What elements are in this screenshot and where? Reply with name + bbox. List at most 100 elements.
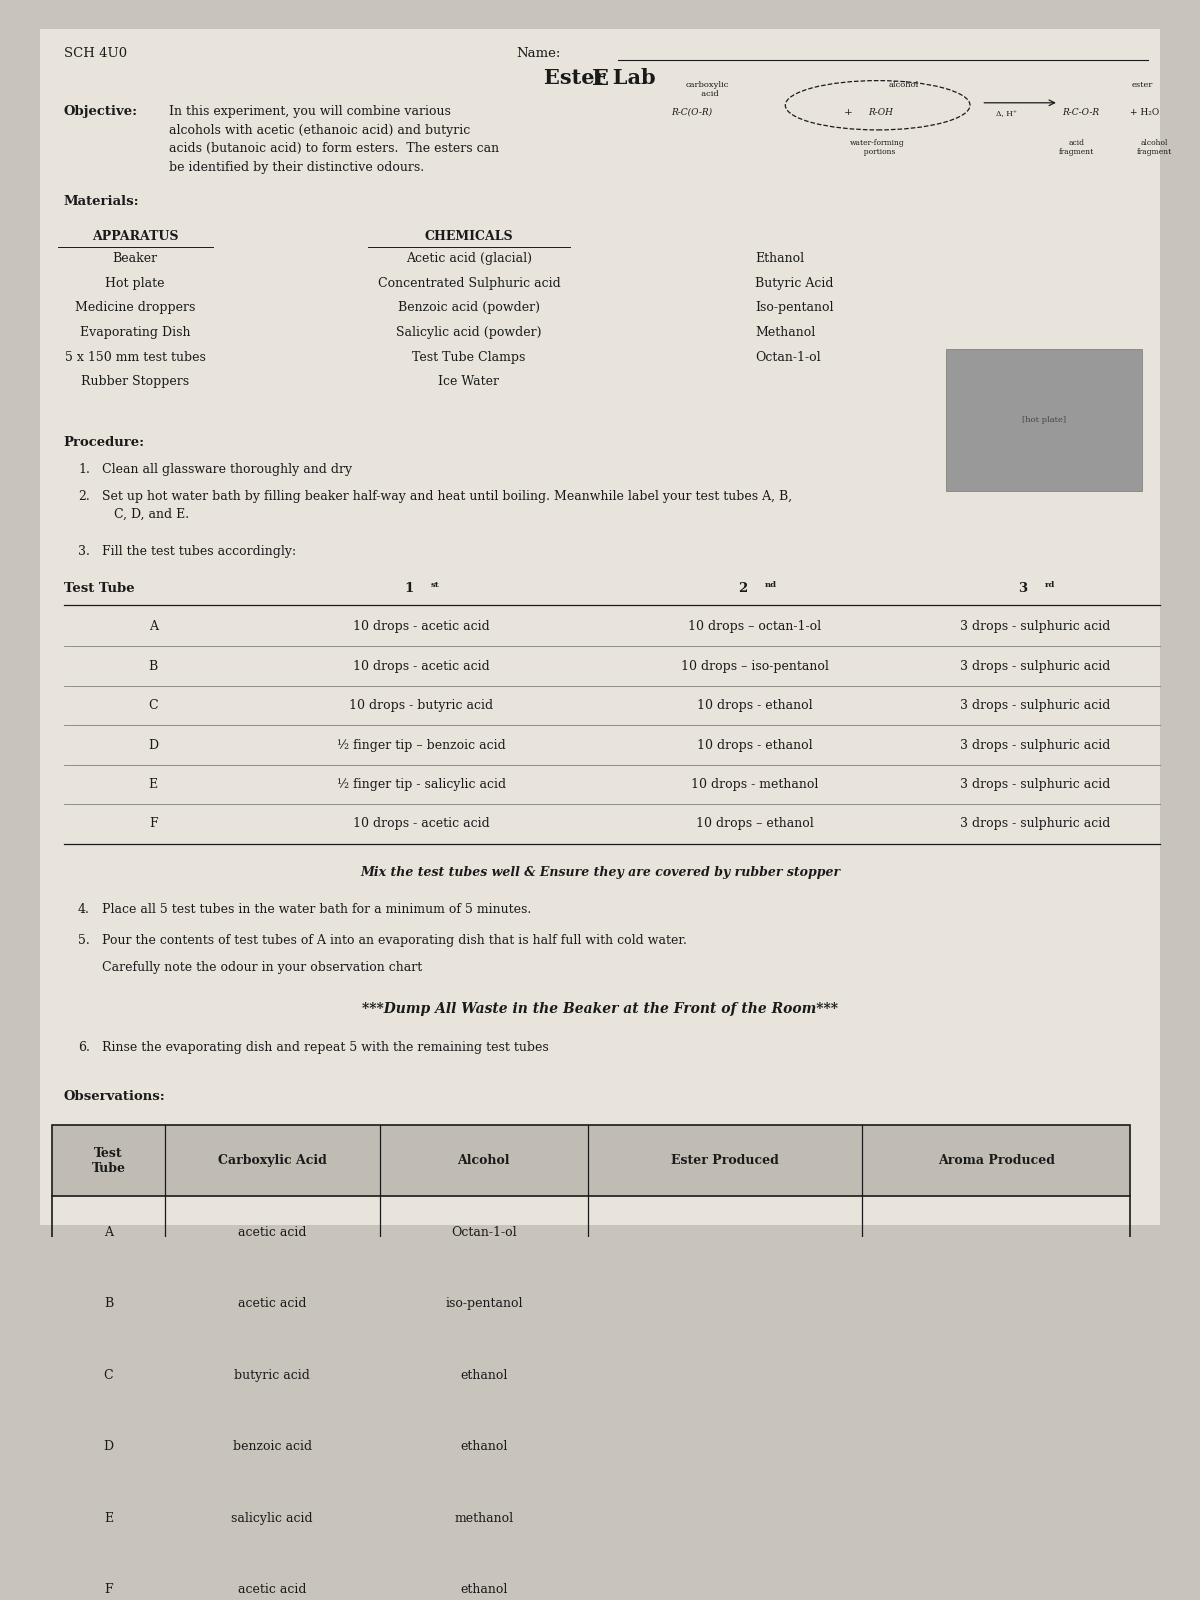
Text: Octan-1-ol: Octan-1-ol bbox=[451, 1226, 517, 1238]
Text: E: E bbox=[104, 1512, 113, 1525]
Text: Pour the contents of test tubes of A into an evaporating dish that is half full : Pour the contents of test tubes of A int… bbox=[102, 934, 686, 947]
Text: Carboxylic Acid: Carboxylic Acid bbox=[218, 1154, 326, 1166]
Text: Procedure:: Procedure: bbox=[64, 435, 145, 448]
Text: CHEMICALS: CHEMICALS bbox=[425, 230, 514, 243]
Text: Concentrated Sulphuric acid: Concentrated Sulphuric acid bbox=[378, 277, 560, 290]
Text: R-C(O-R): R-C(O-R) bbox=[672, 107, 713, 117]
Text: 10 drops - ethanol: 10 drops - ethanol bbox=[697, 699, 812, 712]
Text: Rubber Stoppers: Rubber Stoppers bbox=[82, 376, 190, 389]
Text: Ester Lab: Ester Lab bbox=[544, 69, 656, 88]
Text: Mix the test tubes well & Ensure they are covered by rubber stopper: Mix the test tubes well & Ensure they ar… bbox=[360, 866, 840, 878]
Text: + H₂O: + H₂O bbox=[1130, 107, 1159, 117]
Text: [hot plate]: [hot plate] bbox=[1022, 416, 1066, 424]
Text: 3 drops - sulphuric acid: 3 drops - sulphuric acid bbox=[960, 699, 1110, 712]
Text: 4.: 4. bbox=[78, 902, 90, 915]
Text: 10 drops - butyric acid: 10 drops - butyric acid bbox=[349, 699, 493, 712]
Text: C: C bbox=[149, 699, 158, 712]
Text: 10 drops - acetic acid: 10 drops - acetic acid bbox=[353, 659, 490, 672]
Text: acid
fragment: acid fragment bbox=[1060, 139, 1094, 155]
Text: salicylic acid: salicylic acid bbox=[232, 1512, 313, 1525]
Text: APPARATUS: APPARATUS bbox=[92, 230, 179, 243]
Text: Hot plate: Hot plate bbox=[106, 277, 164, 290]
Text: C: C bbox=[103, 1368, 113, 1381]
FancyBboxPatch shape bbox=[52, 1125, 1130, 1197]
Text: 10 drops – ethanol: 10 drops – ethanol bbox=[696, 818, 814, 830]
Text: 10 drops – octan-1-ol: 10 drops – octan-1-ol bbox=[689, 621, 822, 634]
Text: ½ finger tip - salicylic acid: ½ finger tip - salicylic acid bbox=[337, 778, 506, 790]
Text: 2.: 2. bbox=[78, 490, 90, 502]
Text: Test Tube Clamps: Test Tube Clamps bbox=[413, 350, 526, 363]
Text: 1: 1 bbox=[404, 582, 414, 595]
Text: alcohol
fragment: alcohol fragment bbox=[1136, 139, 1171, 155]
Text: 3 drops - sulphuric acid: 3 drops - sulphuric acid bbox=[960, 621, 1110, 634]
Text: 5 x 150 mm test tubes: 5 x 150 mm test tubes bbox=[65, 350, 205, 363]
Text: ½ finger tip – benzoic acid: ½ finger tip – benzoic acid bbox=[337, 739, 505, 752]
Text: Salicylic acid (powder): Salicylic acid (powder) bbox=[396, 326, 541, 339]
Text: Beaker: Beaker bbox=[113, 251, 158, 266]
Text: A: A bbox=[149, 621, 157, 634]
Text: Methanol: Methanol bbox=[755, 326, 815, 339]
Text: A: A bbox=[104, 1226, 113, 1238]
Text: butyric acid: butyric acid bbox=[234, 1368, 311, 1381]
Text: Materials:: Materials: bbox=[64, 195, 139, 208]
Text: In this experiment, you will combine various
alcohols with acetic (ethanoic acid: In this experiment, you will combine var… bbox=[169, 106, 499, 174]
Text: 3.: 3. bbox=[78, 546, 90, 558]
Text: Name:: Name: bbox=[516, 48, 560, 61]
Text: Ethanol: Ethanol bbox=[755, 251, 804, 266]
Text: Butyric Acid: Butyric Acid bbox=[755, 277, 834, 290]
Text: acetic acid: acetic acid bbox=[238, 1226, 306, 1238]
Text: Place all 5 test tubes in the water bath for a minimum of 5 minutes.: Place all 5 test tubes in the water bath… bbox=[102, 902, 532, 915]
Text: carboxylic
  acid: carboxylic acid bbox=[685, 80, 728, 98]
Text: SCH 4U0: SCH 4U0 bbox=[64, 48, 127, 61]
Text: Observations:: Observations: bbox=[64, 1090, 166, 1104]
Text: 10 drops - methanol: 10 drops - methanol bbox=[691, 778, 818, 790]
Text: ethanol: ethanol bbox=[460, 1368, 508, 1381]
Text: 3: 3 bbox=[1019, 582, 1027, 595]
Text: Set up hot water bath by filling beaker half-way and heat until boiling. Meanwhi: Set up hot water bath by filling beaker … bbox=[102, 490, 792, 522]
Text: Objective:: Objective: bbox=[64, 106, 138, 118]
Text: 10 drops - acetic acid: 10 drops - acetic acid bbox=[353, 621, 490, 634]
Text: benzoic acid: benzoic acid bbox=[233, 1440, 312, 1453]
Text: rd: rd bbox=[1044, 581, 1055, 589]
Text: Carefully note the odour in your observation chart: Carefully note the odour in your observa… bbox=[102, 962, 422, 974]
Text: 3 drops - sulphuric acid: 3 drops - sulphuric acid bbox=[960, 818, 1110, 830]
Text: 1.: 1. bbox=[78, 462, 90, 475]
Text: ester: ester bbox=[1132, 80, 1153, 88]
Text: Iso-pentanol: Iso-pentanol bbox=[755, 301, 834, 314]
Text: Fill the test tubes accordingly:: Fill the test tubes accordingly: bbox=[102, 546, 296, 558]
Text: ethanol: ethanol bbox=[460, 1440, 508, 1453]
Text: F: F bbox=[104, 1582, 113, 1597]
Text: Δ, H⁺: Δ, H⁺ bbox=[996, 109, 1016, 117]
Text: R-C-O-R: R-C-O-R bbox=[1062, 107, 1099, 117]
Text: B: B bbox=[149, 659, 157, 672]
Text: 3 drops - sulphuric acid: 3 drops - sulphuric acid bbox=[960, 739, 1110, 752]
Text: +: + bbox=[845, 107, 853, 117]
Text: Rinse the evaporating dish and repeat 5 with the remaining test tubes: Rinse the evaporating dish and repeat 5 … bbox=[102, 1042, 548, 1054]
Text: Medicine droppers: Medicine droppers bbox=[76, 301, 196, 314]
Text: 3 drops - sulphuric acid: 3 drops - sulphuric acid bbox=[960, 659, 1110, 672]
Text: Clean all glassware thoroughly and dry: Clean all glassware thoroughly and dry bbox=[102, 462, 352, 475]
Text: ethanol: ethanol bbox=[460, 1582, 508, 1597]
Text: Ester Produced: Ester Produced bbox=[671, 1154, 779, 1166]
Text: Ice Water: Ice Water bbox=[438, 376, 499, 389]
Text: E: E bbox=[149, 778, 157, 790]
Text: Alcohol: Alcohol bbox=[457, 1154, 510, 1166]
Text: 10 drops - acetic acid: 10 drops - acetic acid bbox=[353, 818, 490, 830]
Text: 5.: 5. bbox=[78, 934, 90, 947]
Text: 6.: 6. bbox=[78, 1042, 90, 1054]
Text: E: E bbox=[592, 69, 608, 90]
Text: D: D bbox=[148, 739, 158, 752]
Text: alcohol: alcohol bbox=[889, 80, 919, 88]
Text: Test
Tube: Test Tube bbox=[91, 1147, 126, 1174]
Text: F: F bbox=[149, 818, 157, 830]
Text: ***Dump All Waste in the Beaker at the Front of the Room***: ***Dump All Waste in the Beaker at the F… bbox=[362, 1002, 838, 1016]
FancyBboxPatch shape bbox=[946, 349, 1142, 491]
Text: iso-pentanol: iso-pentanol bbox=[445, 1298, 522, 1310]
Text: acetic acid: acetic acid bbox=[238, 1582, 306, 1597]
Text: nd: nd bbox=[764, 581, 776, 589]
Text: Acetic acid (glacial): Acetic acid (glacial) bbox=[406, 251, 532, 266]
Text: 3 drops - sulphuric acid: 3 drops - sulphuric acid bbox=[960, 778, 1110, 790]
Text: 10 drops - ethanol: 10 drops - ethanol bbox=[697, 739, 812, 752]
Text: st: st bbox=[431, 581, 439, 589]
Text: Evaporating Dish: Evaporating Dish bbox=[80, 326, 191, 339]
